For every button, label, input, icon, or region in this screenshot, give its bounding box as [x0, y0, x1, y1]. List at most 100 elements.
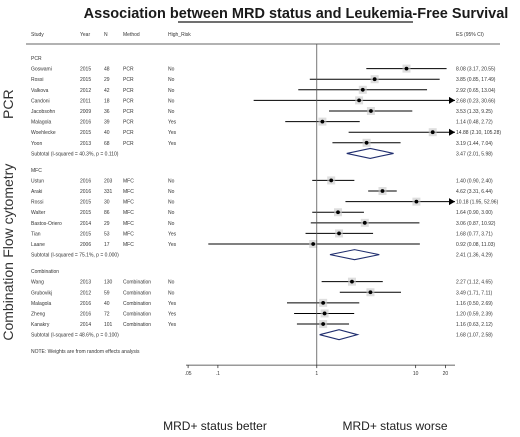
study-method: Combination [123, 322, 151, 328]
study-es-text: 1.16 (0.50, 2.69) [456, 301, 493, 307]
study-name: Yoon [31, 141, 42, 147]
study-method: PCR [123, 98, 134, 104]
study-method: MFC [123, 189, 134, 195]
study-method: PCR [123, 141, 134, 147]
study-risk: Yes [168, 311, 177, 317]
study-name: Jacobsohn [31, 109, 55, 115]
study-es-text: 1.16 (0.63, 2.12) [456, 322, 493, 328]
point-estimate [414, 199, 419, 204]
study-method: MFC [123, 221, 134, 227]
study-es-text: 3.85 (0.85, 17.49) [456, 77, 496, 83]
chart-title: Association between MRD status and Leuke… [84, 6, 509, 22]
study-name: Goswami [31, 67, 52, 73]
study-name: Zheng [31, 311, 45, 317]
study-risk: Yes [168, 141, 177, 147]
study-method: PCR [123, 130, 134, 136]
study-n: 17 [104, 242, 110, 248]
study-es-text: 10.18 (1.95, 52.96) [456, 200, 499, 206]
study-method: Combination [123, 280, 151, 286]
group-heading-combination: Combination [31, 269, 59, 275]
study-es-text: 14.88 (2.10, 105.28) [456, 130, 501, 136]
header-n: N [104, 32, 108, 38]
study-n: 53 [104, 231, 110, 237]
study-name: Walter [31, 210, 46, 216]
study-n: 130 [104, 280, 113, 286]
study-name: Rossi [31, 77, 44, 83]
study-n: 30 [104, 200, 110, 206]
point-estimate [404, 66, 409, 71]
study-es-text: 1.20 (0.59, 2.39) [456, 311, 493, 317]
study-es-text: 8.08 (3.17, 20.55) [456, 67, 496, 73]
study-es-text: 3.19 (1.44, 7.04) [456, 141, 493, 147]
study-n: 40 [104, 130, 110, 136]
subtotal-diamond [346, 147, 394, 159]
study-year: 2014 [80, 221, 91, 227]
study-es-text: 2.68 (0.23, 30.66) [456, 98, 496, 104]
study-year: 2006 [80, 242, 91, 248]
subtotal-label: Subtotal (I-squared = 75.1%, p = 0.000) [31, 253, 119, 259]
group-heading-mfc: MFC [31, 168, 42, 174]
study-risk: Yes [168, 242, 177, 248]
study-name: Wang [31, 280, 44, 286]
point-estimate [336, 210, 340, 215]
study-es-text: 3.06 (0.87, 10.92) [456, 221, 496, 227]
study-name: Valkova [31, 88, 49, 94]
study-es-text: 0.92 (0.08, 11.03) [456, 242, 495, 248]
study-risk: Yes [168, 130, 177, 136]
study-name: Tian [31, 231, 41, 237]
study-risk: No [168, 221, 175, 227]
x-tick-label: .05 [185, 371, 192, 377]
study-name: Candoni [31, 98, 50, 104]
study-year: 2013 [80, 280, 91, 286]
study-year: 2016 [80, 178, 91, 184]
point-estimate [321, 322, 326, 326]
study-method: MFC [123, 200, 134, 206]
study-n: 68 [104, 141, 110, 147]
study-year: 2011 [80, 98, 91, 104]
point-estimate [320, 119, 325, 124]
study-risk: No [168, 88, 175, 94]
x-tick-label: 20 [443, 371, 449, 377]
ci-arrow-right [449, 128, 455, 136]
study-method: Combination [123, 311, 151, 317]
study-es-text: 3.49 (1.71, 7.11) [456, 290, 493, 296]
point-estimate [311, 242, 316, 246]
point-estimate [364, 140, 369, 145]
study-es-text: 1.40 (0.90, 2.40) [456, 178, 493, 184]
subtotal-label: Subtotal (I-squared = 48.6%, p = 0.100) [31, 333, 119, 339]
study-risk: No [168, 210, 175, 216]
study-n: 29 [104, 77, 110, 83]
study-method: PCR [123, 120, 134, 126]
study-risk: No [168, 200, 175, 206]
study-name: Bastos-Oriero [31, 221, 62, 227]
study-es-text: 1.68 (0.77, 3.71) [456, 231, 493, 237]
study-n: 48 [104, 67, 110, 73]
study-year: 2012 [80, 88, 91, 94]
study-year: 2012 [80, 290, 91, 296]
study-year: 2016 [80, 311, 91, 317]
study-risk: No [168, 77, 175, 83]
header-method: Method [123, 32, 140, 38]
subtotal-diamond [319, 329, 360, 341]
study-method: PCR [123, 109, 134, 115]
study-es-text: 3.53 (1.33, 9.25) [456, 109, 493, 115]
study-n: 42 [104, 88, 110, 94]
point-estimate [372, 77, 377, 82]
point-estimate [368, 290, 373, 295]
study-method: PCR [123, 77, 134, 83]
study-year: 2009 [80, 109, 91, 115]
study-year: 2015 [80, 210, 91, 216]
subtotal-label: Subtotal (I-squared = 40.3%, p = 0.110) [31, 151, 119, 157]
study-n: 203 [104, 178, 113, 184]
point-estimate [430, 130, 435, 135]
study-n: 331 [104, 189, 113, 195]
study-name: Woehlecke [31, 130, 56, 136]
study-risk: Yes [168, 301, 177, 307]
point-estimate [380, 189, 385, 193]
study-method: MFC [123, 242, 134, 248]
study-es-text: 4.62 (3.31, 6.44) [456, 189, 493, 195]
study-es-text: 1.64 (0.90, 3.00) [456, 210, 493, 216]
study-name: Ustun [31, 178, 44, 184]
study-risk: Yes [168, 231, 177, 237]
